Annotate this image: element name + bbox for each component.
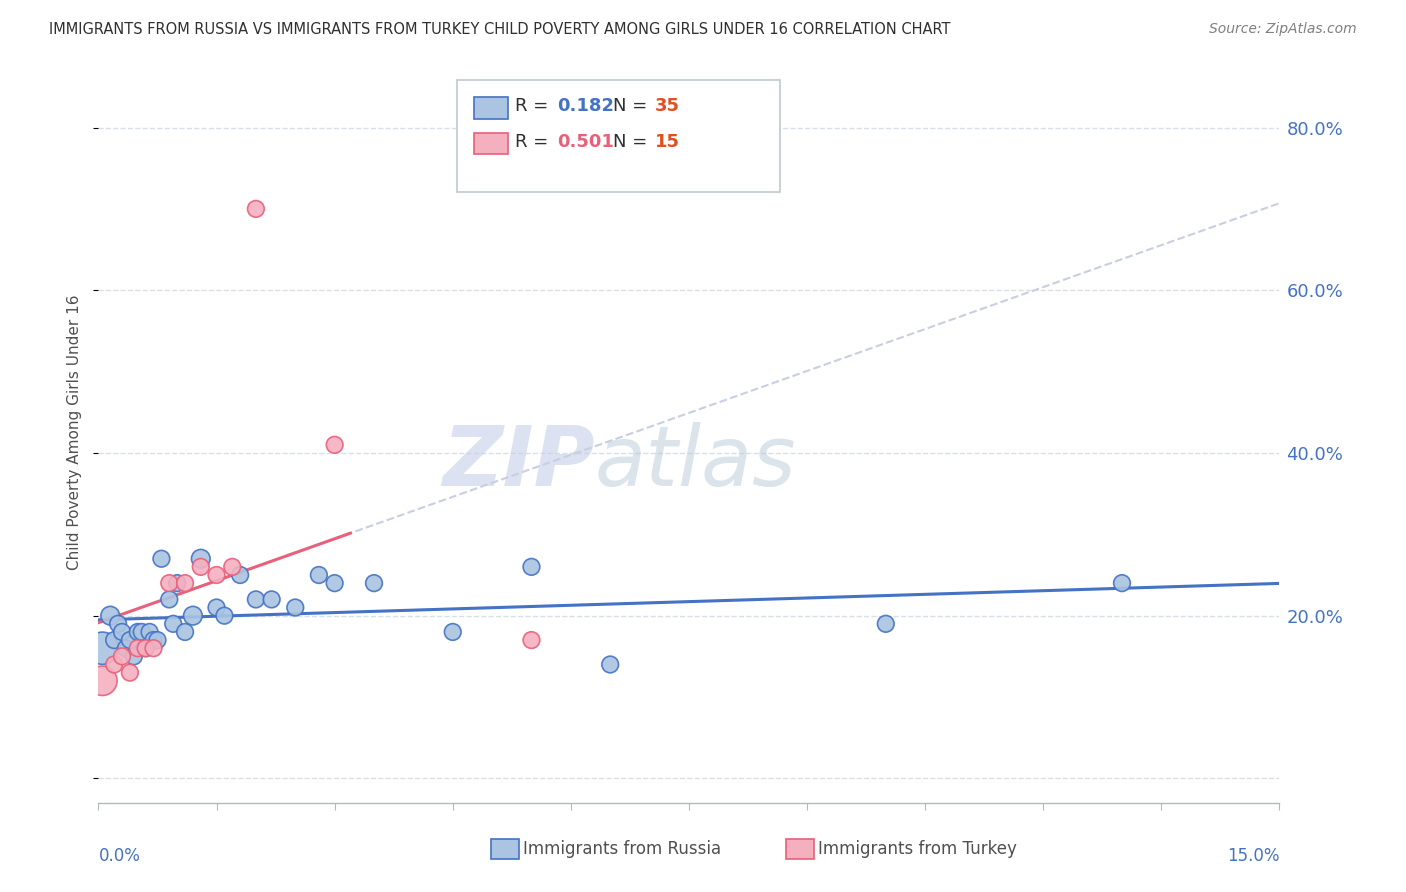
Text: 15.0%: 15.0% bbox=[1227, 847, 1279, 865]
Point bbox=[441, 624, 464, 639]
Point bbox=[115, 641, 138, 656]
Point bbox=[146, 633, 169, 648]
Point bbox=[135, 641, 157, 656]
Text: 35: 35 bbox=[655, 97, 681, 115]
Point bbox=[323, 576, 346, 591]
Point bbox=[142, 633, 165, 648]
Point bbox=[111, 624, 134, 639]
Text: R =: R = bbox=[515, 133, 554, 151]
Point bbox=[142, 641, 165, 656]
Point bbox=[599, 657, 621, 672]
Point bbox=[91, 641, 114, 656]
Point bbox=[205, 600, 228, 615]
Text: IMMIGRANTS FROM RUSSIA VS IMMIGRANTS FROM TURKEY CHILD POVERTY AMONG GIRLS UNDER: IMMIGRANTS FROM RUSSIA VS IMMIGRANTS FRO… bbox=[49, 22, 950, 37]
Point bbox=[875, 616, 897, 631]
Point bbox=[221, 559, 243, 574]
Point bbox=[157, 576, 180, 591]
Point bbox=[127, 641, 149, 656]
Point bbox=[118, 633, 141, 648]
Point bbox=[174, 576, 197, 591]
Point bbox=[1111, 576, 1133, 591]
Point bbox=[127, 624, 149, 639]
Text: N =: N = bbox=[613, 133, 652, 151]
Point bbox=[103, 657, 125, 672]
Point bbox=[245, 202, 267, 216]
Text: 0.0%: 0.0% bbox=[98, 847, 141, 865]
Point bbox=[107, 616, 129, 631]
Point bbox=[323, 438, 346, 452]
Point bbox=[245, 592, 267, 607]
Point bbox=[520, 633, 543, 648]
Point bbox=[138, 624, 160, 639]
Text: Source: ZipAtlas.com: Source: ZipAtlas.com bbox=[1209, 22, 1357, 37]
Y-axis label: Child Poverty Among Girls Under 16: Child Poverty Among Girls Under 16 bbox=[67, 295, 83, 570]
Point bbox=[150, 551, 173, 566]
Point bbox=[91, 673, 114, 688]
Point bbox=[135, 641, 157, 656]
Point bbox=[166, 576, 188, 591]
Text: 0.501: 0.501 bbox=[557, 133, 613, 151]
Text: 0.182: 0.182 bbox=[557, 97, 614, 115]
Text: N =: N = bbox=[613, 97, 652, 115]
Point bbox=[98, 608, 121, 623]
Point bbox=[229, 568, 252, 582]
Point bbox=[284, 600, 307, 615]
Point bbox=[118, 665, 141, 680]
Text: 15: 15 bbox=[655, 133, 681, 151]
Text: Immigrants from Russia: Immigrants from Russia bbox=[523, 840, 721, 858]
Point bbox=[363, 576, 385, 591]
Point bbox=[174, 624, 197, 639]
Point bbox=[205, 568, 228, 582]
Point bbox=[122, 649, 145, 664]
Point bbox=[157, 592, 180, 607]
Point bbox=[308, 568, 330, 582]
Point bbox=[162, 616, 184, 631]
Point bbox=[214, 608, 236, 623]
Point bbox=[190, 551, 212, 566]
Point bbox=[111, 649, 134, 664]
Point bbox=[181, 608, 204, 623]
Point bbox=[103, 633, 125, 648]
Text: ZIP: ZIP bbox=[441, 422, 595, 503]
Point bbox=[190, 559, 212, 574]
Text: atlas: atlas bbox=[595, 422, 796, 503]
Point bbox=[131, 624, 153, 639]
Text: R =: R = bbox=[515, 97, 554, 115]
Point bbox=[520, 559, 543, 574]
Point bbox=[260, 592, 283, 607]
Text: Immigrants from Turkey: Immigrants from Turkey bbox=[818, 840, 1017, 858]
